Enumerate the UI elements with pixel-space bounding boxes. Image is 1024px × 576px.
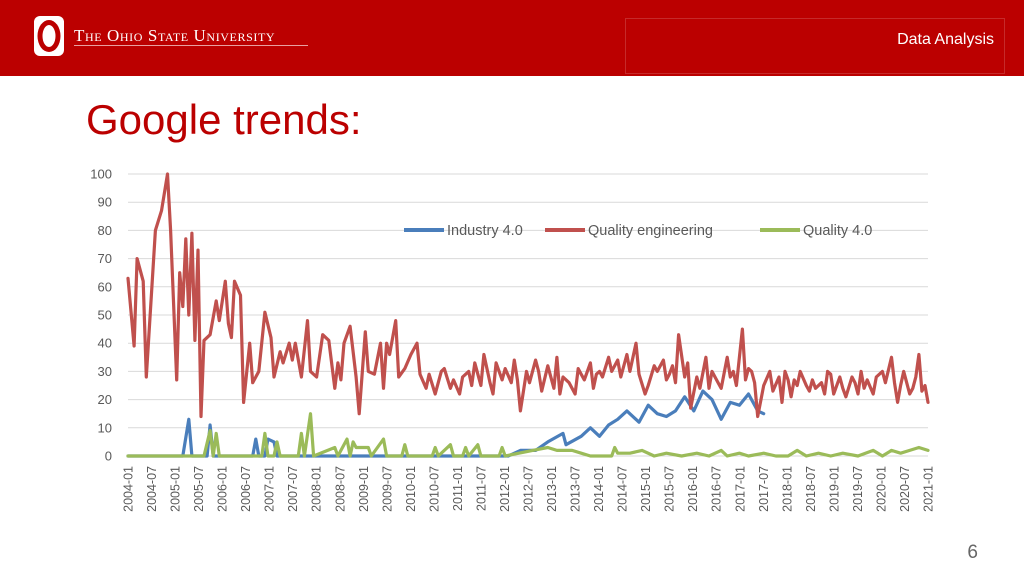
x-tick-label: 2017-01 — [733, 466, 747, 512]
x-tick-label: 2015-01 — [639, 466, 653, 512]
x-tick-label: 2008-01 — [310, 466, 324, 512]
x-tick-label: 2010-07 — [427, 466, 441, 512]
y-tick-label: 60 — [98, 279, 112, 294]
y-tick-label: 30 — [98, 364, 112, 379]
x-tick-label: 2011-01 — [451, 466, 465, 511]
legend-label: Quality engineering — [588, 223, 713, 239]
series-line-industry-4-0 — [126, 389, 766, 458]
x-tick-label: 2009-01 — [357, 466, 371, 512]
legend-label: Quality 4.0 — [803, 223, 872, 239]
x-tick-label: 2005-07 — [192, 466, 206, 512]
x-tick-label: 2019-07 — [851, 466, 865, 512]
y-tick-label: 80 — [98, 223, 112, 238]
section-box — [625, 18, 1005, 74]
x-tick-label: 2014-01 — [592, 466, 606, 512]
x-tick-label: 2007-01 — [263, 466, 277, 512]
x-tick-label: 2020-01 — [874, 466, 888, 512]
ohio-state-logo-icon — [34, 16, 64, 56]
y-tick-label: 40 — [98, 336, 112, 351]
x-tick-label: 2014-07 — [616, 466, 630, 512]
x-tick-label: 2009-07 — [380, 466, 394, 512]
x-tick-label: 2006-07 — [239, 466, 253, 512]
x-tick-label: 2005-01 — [169, 466, 183, 512]
y-tick-label: 50 — [98, 308, 112, 323]
x-tick-label: 2004-01 — [122, 466, 136, 512]
university-name: The Ohio State University — [74, 26, 276, 45]
slide-title: Google trends: — [86, 96, 362, 143]
trends-line-chart: 0 10 20 30 40 50 60 70 80 90 100 2004-01 2004-07 2005… — [90, 167, 936, 512]
y-tick-label: 100 — [90, 167, 112, 182]
x-tick-label: 2016-01 — [686, 466, 700, 512]
x-tick-label: 2011-07 — [474, 466, 488, 511]
x-tick-label: 2018-01 — [780, 466, 794, 512]
header-bar: The Ohio State University Data Analysis — [0, 0, 1024, 76]
x-tick-label: 2006-01 — [216, 466, 230, 512]
y-tick-label: 70 — [98, 251, 112, 266]
x-tick-label: 2010-01 — [404, 466, 418, 512]
series-line-quality-4-0 — [126, 412, 930, 458]
x-tick-label: 2016-07 — [710, 466, 724, 512]
x-tick-label: 2019-01 — [827, 466, 841, 512]
x-tick-label: 2018-07 — [804, 466, 818, 512]
series-line-quality-engineering — [126, 172, 930, 419]
x-tick-label: 2004-07 — [145, 466, 159, 512]
y-tick-label: 20 — [98, 392, 112, 407]
y-tick-label: 0 — [105, 449, 112, 464]
x-tick-label: 2021-01 — [922, 466, 936, 512]
x-tick-label: 2012-01 — [498, 466, 512, 512]
x-tick-label: 2013-07 — [569, 466, 583, 512]
x-tick-label: 2007-07 — [286, 466, 300, 512]
y-tick-label: 10 — [98, 420, 112, 435]
university-underline — [74, 45, 308, 46]
x-tick-label: 2017-07 — [757, 466, 771, 512]
section-label: Data Analysis — [897, 31, 994, 48]
y-tick-label: 90 — [98, 195, 112, 210]
x-tick-label: 2008-07 — [333, 466, 347, 512]
x-tick-label: 2013-01 — [545, 466, 559, 512]
x-tick-label: 2020-07 — [898, 466, 912, 512]
x-tick-label: 2015-07 — [663, 466, 677, 512]
legend-label: Industry 4.0 — [447, 223, 523, 239]
page-number: 6 — [967, 542, 978, 563]
x-tick-label: 2012-07 — [522, 466, 536, 512]
